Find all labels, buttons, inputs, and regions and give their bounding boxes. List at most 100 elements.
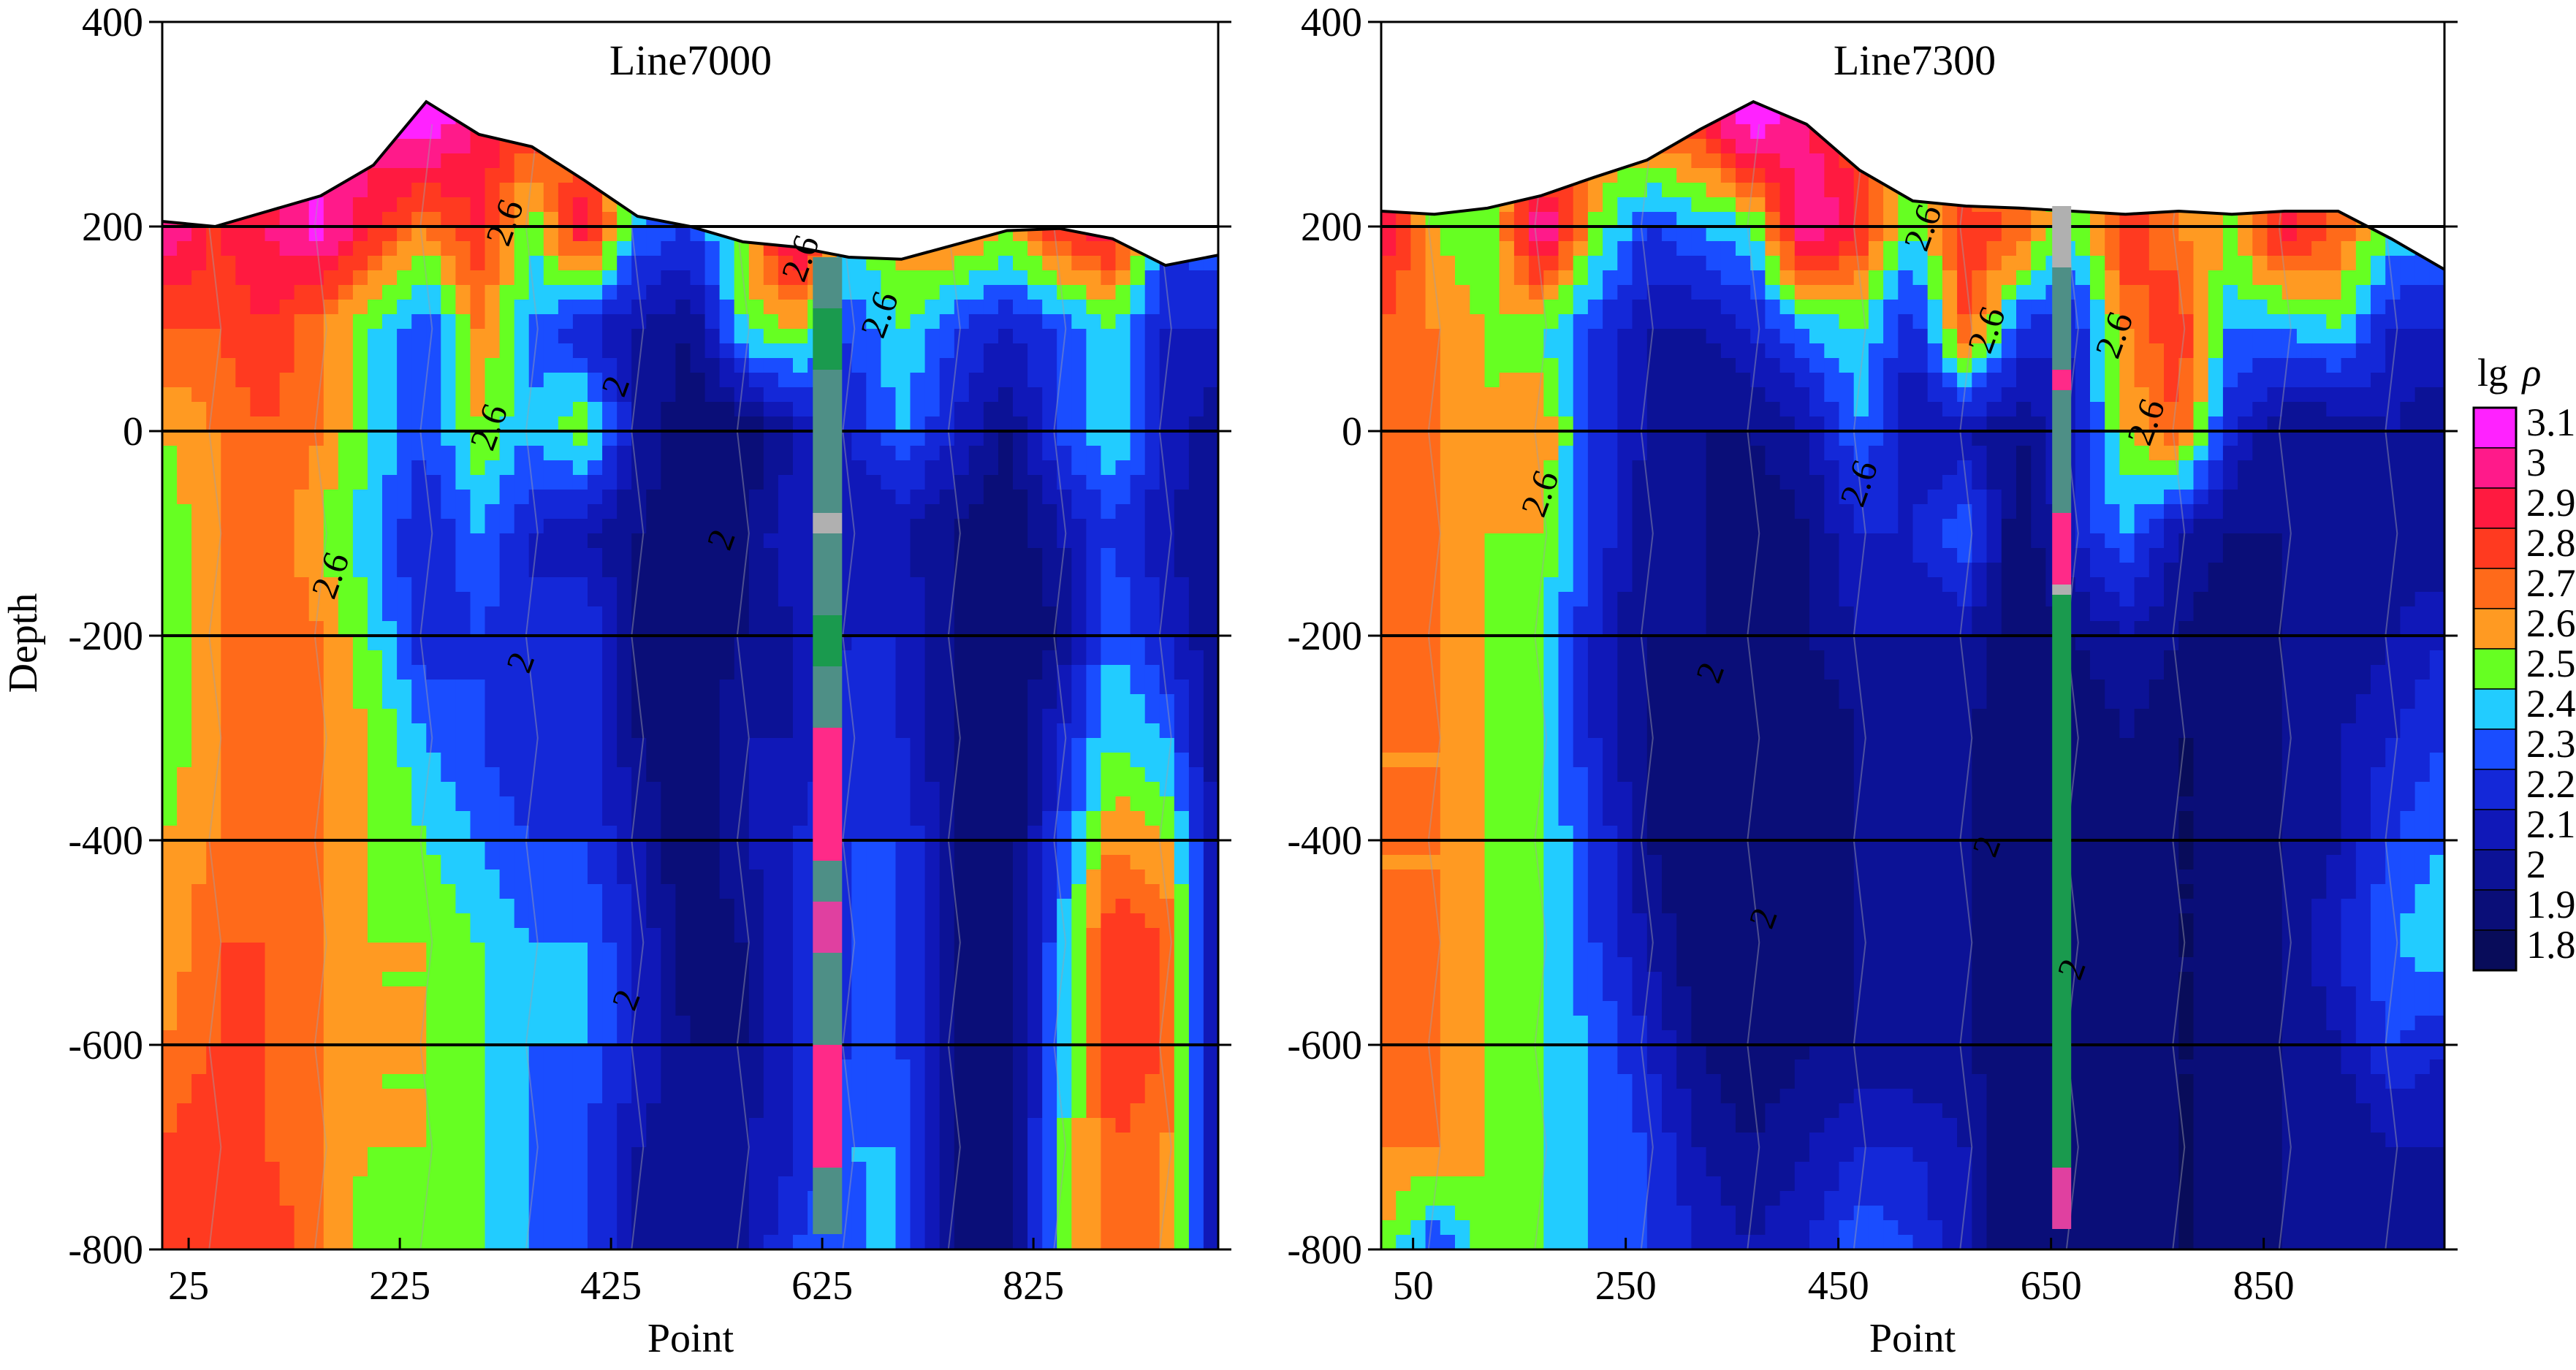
heatmap-cell: [968, 402, 984, 417]
heatmap-cell: [704, 300, 721, 315]
heatmap-cell: [734, 753, 750, 768]
heatmap-cell: [939, 270, 955, 286]
heatmap-cell: [572, 928, 588, 943]
heatmap-cell: [499, 606, 515, 622]
heatmap-cell: [308, 811, 324, 826]
heatmap-cell: [426, 1001, 442, 1016]
heatmap-cell: [1086, 446, 1102, 461]
heatmap-cell: [704, 592, 721, 607]
heatmap-cell: [588, 972, 603, 987]
heatmap-cell: [572, 753, 588, 768]
heatmap-cell: [543, 183, 559, 198]
heatmap-cell: [675, 665, 691, 680]
heatmap-cell: [411, 227, 428, 242]
heatmap-cell: [983, 329, 999, 344]
heatmap-cell: [221, 826, 237, 841]
heatmap-cell: [206, 416, 222, 432]
heatmap-cell: [1042, 504, 1058, 520]
heatmap-cell: [1144, 533, 1160, 549]
heatmap-cell: [177, 563, 192, 578]
heatmap-cell: [368, 957, 383, 973]
heatmap-cell: [1086, 548, 1102, 563]
heatmap-cell: [441, 285, 457, 300]
heatmap-cell: [1159, 343, 1175, 359]
heatmap-cell: [1174, 621, 1190, 636]
heatmap-cell: [646, 577, 662, 593]
heatmap-cell: [528, 446, 544, 461]
heatmap-cell: [983, 241, 999, 256]
heatmap-cell: [441, 636, 457, 651]
heatmap-cell: [441, 358, 457, 373]
heatmap-cell: [1188, 767, 1204, 783]
heatmap-cell: [763, 680, 779, 695]
heatmap-cell: [441, 519, 457, 534]
heatmap-cell: [617, 373, 633, 388]
heatmap-cell: [338, 723, 354, 739]
heatmap-cell: [1027, 387, 1043, 403]
heatmap-cell: [235, 343, 251, 359]
heatmap-cell: [763, 972, 779, 987]
heatmap-cell: [602, 387, 618, 403]
heatmap-cell: [1101, 241, 1117, 256]
heatmap-cell: [939, 694, 955, 709]
heatmap-cell: [235, 811, 251, 826]
heatmap-cell: [910, 431, 926, 446]
heatmap-cell: [661, 343, 677, 359]
heatmap-cell: [748, 533, 764, 549]
heatmap-cell: [1159, 431, 1175, 446]
heatmap-cell: [939, 869, 955, 885]
heatmap-cell: [602, 241, 618, 256]
heatmap-cell: [968, 373, 984, 388]
heatmap-cell: [1071, 753, 1087, 768]
heatmap-cell: [881, 972, 897, 987]
heatmap-cell: [778, 811, 794, 826]
heatmap-cell: [279, 212, 295, 227]
heatmap-cell: [558, 592, 574, 607]
heatmap-cell: [1071, 416, 1087, 432]
heatmap-cell: [250, 796, 266, 812]
heatmap-cell: [1057, 431, 1073, 446]
heatmap-cell: [308, 373, 324, 388]
heatmap-cell: [250, 577, 266, 593]
heatmap-cell: [895, 957, 911, 973]
heatmap-cell: [352, 796, 368, 812]
heatmap-cell: [382, 592, 398, 607]
heatmap-cell: [177, 577, 192, 593]
heatmap-cell: [719, 855, 735, 870]
heatmap-cell: [690, 475, 706, 490]
heatmap-cell: [675, 285, 691, 300]
heatmap-cell: [617, 680, 633, 695]
heatmap-cell: [1188, 300, 1204, 315]
heatmap-cell: [617, 387, 633, 403]
heatmap-cell: [397, 680, 412, 695]
heatmap-cell: [191, 840, 207, 856]
heatmap-cell: [1115, 314, 1131, 330]
heatmap-cell: [881, 680, 897, 695]
heatmap-cell: [382, 884, 398, 899]
heatmap-cell: [602, 548, 618, 563]
heatmap-cell: [1027, 840, 1043, 856]
heatmap-cell: [294, 650, 310, 666]
heatmap-cell: [1057, 592, 1073, 607]
heatmap-cell: [1144, 899, 1160, 914]
heatmap-cell: [279, 986, 295, 1002]
heatmap-cell: [308, 519, 324, 534]
heatmap-cell: [734, 270, 750, 286]
heatmap-cell: [485, 153, 501, 169]
heatmap-cell: [308, 606, 324, 622]
heatmap-cell: [514, 358, 530, 373]
heatmap-cell: [1057, 680, 1073, 695]
heatmap-cell: [485, 314, 501, 330]
heatmap-cell: [250, 343, 266, 359]
heatmap-cell: [177, 402, 192, 417]
heatmap-cell: [998, 811, 1014, 826]
heatmap-cell: [455, 168, 471, 183]
heatmap-cell: [265, 738, 281, 753]
heatmap-cell: [177, 943, 192, 958]
heatmap-cell: [250, 767, 266, 783]
heatmap-cell: [323, 197, 339, 213]
heatmap-cell: [441, 563, 457, 578]
heatmap-cell: [1013, 811, 1028, 826]
heatmap-cell: [235, 767, 251, 783]
heatmap-cell: [441, 548, 457, 563]
